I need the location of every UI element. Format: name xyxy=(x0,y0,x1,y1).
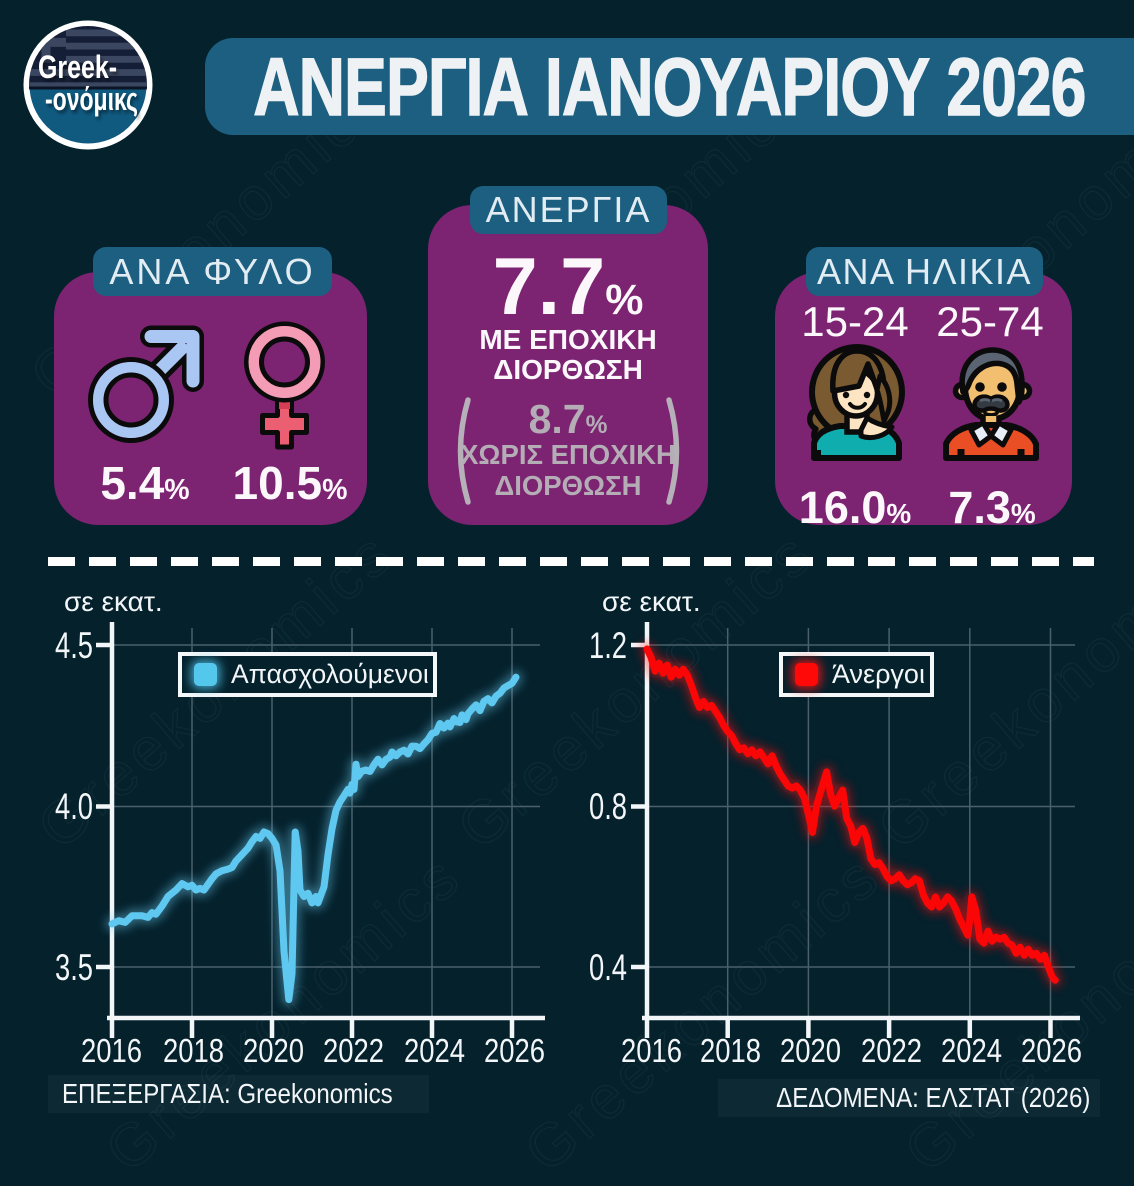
svg-text:2020: 2020 xyxy=(780,1032,841,1069)
svg-text:σε εκατ.: σε εκατ. xyxy=(602,586,701,617)
svg-text:2016: 2016 xyxy=(621,1032,682,1069)
svg-text:Greek-: Greek- xyxy=(38,49,117,85)
svg-text:3.5: 3.5 xyxy=(55,947,93,988)
svg-text:2018: 2018 xyxy=(163,1032,224,1069)
svg-text:2018: 2018 xyxy=(700,1032,761,1069)
svg-text:4.5: 4.5 xyxy=(55,625,93,666)
svg-text:2016: 2016 xyxy=(81,1032,142,1069)
svg-text:0.8: 0.8 xyxy=(589,786,627,827)
svg-text:2024: 2024 xyxy=(404,1032,465,1069)
svg-text:2020: 2020 xyxy=(243,1032,304,1069)
svg-text:4.0: 4.0 xyxy=(55,786,93,827)
svg-text:σε εκατ.: σε εκατ. xyxy=(64,586,163,617)
svg-text:2026: 2026 xyxy=(484,1032,545,1069)
svg-text:0.4: 0.4 xyxy=(589,947,627,988)
svg-text:2026: 2026 xyxy=(1021,1032,1082,1069)
svg-text:2022: 2022 xyxy=(323,1032,384,1069)
svg-text:-ονόμικς: -ονόμικς xyxy=(45,81,138,117)
svg-text:2024: 2024 xyxy=(941,1032,1002,1069)
svg-text:1.2: 1.2 xyxy=(589,625,627,666)
svg-text:2022: 2022 xyxy=(861,1032,922,1069)
